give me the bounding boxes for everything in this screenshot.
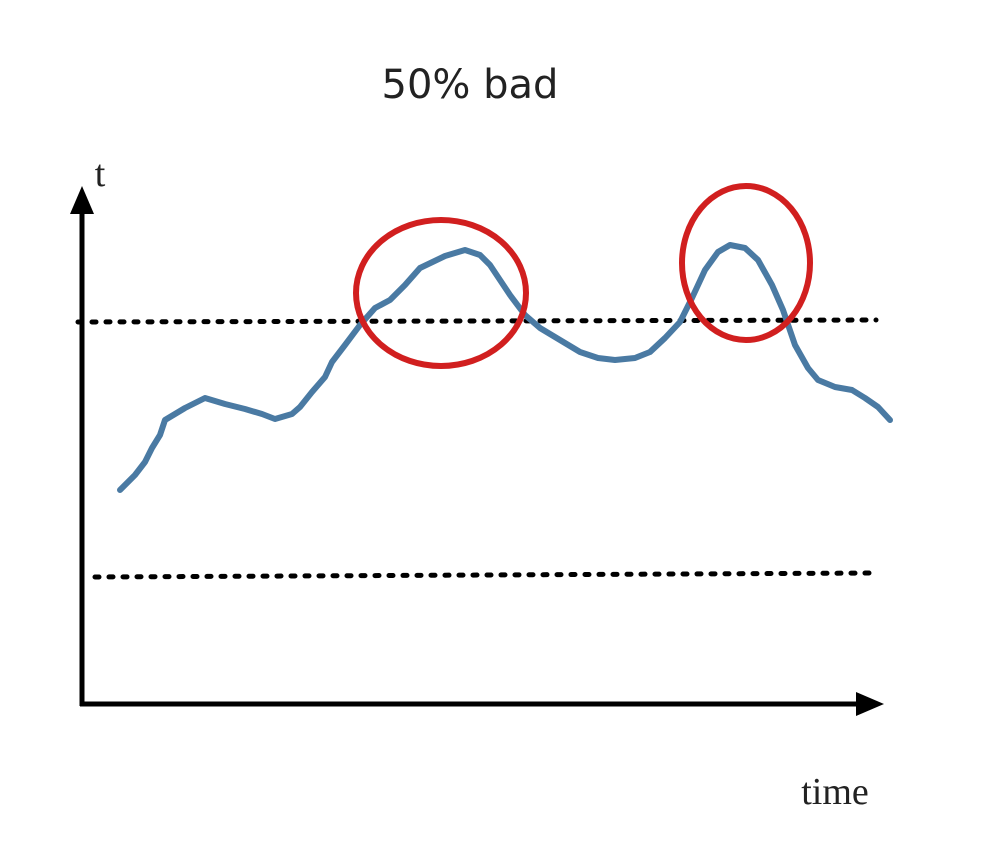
y-axis-arrow bbox=[70, 186, 94, 214]
title: 50% bad bbox=[382, 62, 559, 108]
y-axis-label: t bbox=[95, 153, 106, 195]
x-axis-arrow bbox=[856, 692, 884, 716]
highlight-circle bbox=[353, 217, 529, 369]
signal-line bbox=[117, 242, 893, 493]
x-axis-label: time bbox=[801, 771, 869, 813]
lower-threshold bbox=[92, 570, 879, 580]
highlight-circle bbox=[679, 183, 813, 343]
